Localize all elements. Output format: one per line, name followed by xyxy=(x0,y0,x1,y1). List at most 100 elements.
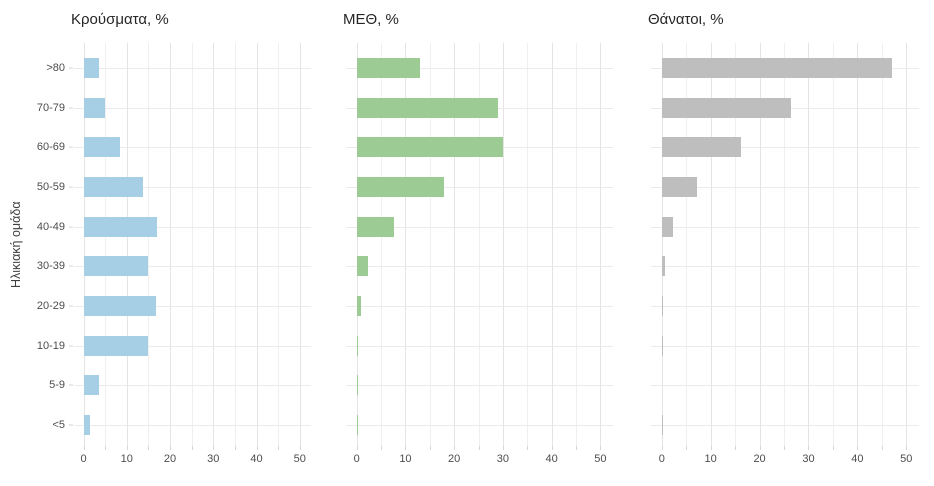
x-tick-mark xyxy=(881,446,883,450)
bar->80 xyxy=(83,58,100,78)
x-gridline xyxy=(759,43,761,446)
x-tick-label: 0 xyxy=(658,453,665,465)
x-tick-mark xyxy=(710,446,712,450)
x-tick-label: 0 xyxy=(80,453,87,465)
x-gridline xyxy=(191,43,193,446)
y-gridline xyxy=(651,147,919,149)
x-tick-mark xyxy=(454,446,456,450)
bar-30-39 xyxy=(356,256,368,277)
bar->80 xyxy=(356,58,421,78)
bar-10-19 xyxy=(83,335,148,356)
y-gridline xyxy=(74,306,311,308)
y-tick-mark xyxy=(69,186,73,188)
x-tick-mark xyxy=(213,446,215,450)
y-gridline xyxy=(74,187,311,188)
bar-40-49 xyxy=(83,216,158,237)
x-tick-mark xyxy=(405,446,407,450)
x-gridline xyxy=(234,43,236,446)
y-gridline xyxy=(651,385,919,387)
bar-20-29 xyxy=(661,296,663,317)
bar-60-69 xyxy=(661,137,741,158)
y-tick-label: 20-29 xyxy=(36,300,65,313)
x-gridline xyxy=(454,43,456,446)
y-tick-label: 10-19 xyxy=(36,339,65,352)
x-gridline xyxy=(170,43,171,446)
y-gridline xyxy=(346,345,613,347)
y-gridline xyxy=(346,385,613,387)
x-tick-label: 40 xyxy=(250,453,263,465)
x-tick-mark xyxy=(832,446,834,450)
x-gridline xyxy=(857,43,859,446)
x-tick-mark xyxy=(299,446,301,450)
plot-panel-1: 0 10 20 30 40 50 xyxy=(74,43,311,465)
panel-title-3: Θάνατοι, % xyxy=(648,11,724,28)
x-tick-label: 10 xyxy=(704,453,717,465)
x-gridline xyxy=(832,43,834,446)
x-gridline xyxy=(686,43,688,446)
x-tick-label: 20 xyxy=(448,453,461,465)
x-tick-mark xyxy=(735,446,737,450)
bar-70-79 xyxy=(83,97,106,118)
x-gridline xyxy=(126,43,128,446)
bar-5-9 xyxy=(83,375,100,396)
x-gridline xyxy=(808,43,810,446)
x-gridline xyxy=(83,43,85,446)
bar-50-59 xyxy=(83,177,144,197)
x-tick-label: 40 xyxy=(851,453,864,465)
x-tick-mark xyxy=(600,446,602,450)
x-gridline xyxy=(256,43,258,446)
bar-<5 xyxy=(356,415,358,436)
y-tick-mark xyxy=(69,107,73,109)
plot-panel-2: 0 10 20 30 40 50 xyxy=(346,43,613,465)
x-tick-label: 30 xyxy=(496,453,509,465)
bar-60-69 xyxy=(356,137,503,158)
y-tick-mark xyxy=(69,424,73,426)
x-tick-mark xyxy=(686,446,688,450)
y-tick-label: 70-79 xyxy=(36,101,65,114)
panel-title-1: Κρούσματα, % xyxy=(71,11,169,28)
y-tick-label: 40-49 xyxy=(36,220,65,233)
x-tick-mark xyxy=(661,446,663,450)
y-tick-mark xyxy=(69,67,73,69)
x-tick-mark xyxy=(808,446,810,450)
x-gridline xyxy=(105,43,107,446)
x-gridline xyxy=(502,43,504,446)
y-gridline xyxy=(346,187,613,188)
x-tick-label: 10 xyxy=(399,453,412,465)
x-tick-mark xyxy=(784,446,786,450)
x-tick-mark xyxy=(381,446,383,450)
x-gridline xyxy=(405,43,407,446)
y-tick-label: <5 xyxy=(52,419,65,432)
bar-60-69 xyxy=(83,137,120,158)
y-tick-mark xyxy=(69,146,73,148)
bar-50-59 xyxy=(661,177,698,197)
x-tick-mark xyxy=(148,446,150,450)
bar-40-49 xyxy=(356,216,394,237)
y-gridline xyxy=(346,306,613,308)
x-tick-mark xyxy=(857,446,859,450)
x-tick-mark xyxy=(759,446,761,450)
bar-5-9 xyxy=(356,375,358,396)
x-tick-label: 30 xyxy=(802,453,815,465)
y-gridline xyxy=(346,226,613,228)
bar-<5 xyxy=(83,415,91,436)
y-tick-label: 50-59 xyxy=(36,181,65,193)
x-tick-mark xyxy=(256,446,258,450)
y-tick-mark xyxy=(69,384,73,386)
y-gridline xyxy=(74,226,311,228)
y-gridline xyxy=(74,68,311,69)
x-gridline xyxy=(575,43,577,446)
x-tick-label: 50 xyxy=(594,453,607,465)
x-tick-mark xyxy=(105,446,107,450)
bar->80 xyxy=(661,58,892,78)
x-tick-label: 10 xyxy=(120,453,133,465)
x-gridline xyxy=(429,43,431,446)
y-gridline xyxy=(346,68,613,69)
bar-10-19 xyxy=(661,335,663,356)
y-gridline xyxy=(651,345,919,347)
x-tick-label: 0 xyxy=(353,453,360,465)
bar-20-29 xyxy=(356,296,361,317)
y-gridline xyxy=(74,107,311,109)
plot-panel-3: 0 10 20 30 40 50 xyxy=(651,43,919,465)
